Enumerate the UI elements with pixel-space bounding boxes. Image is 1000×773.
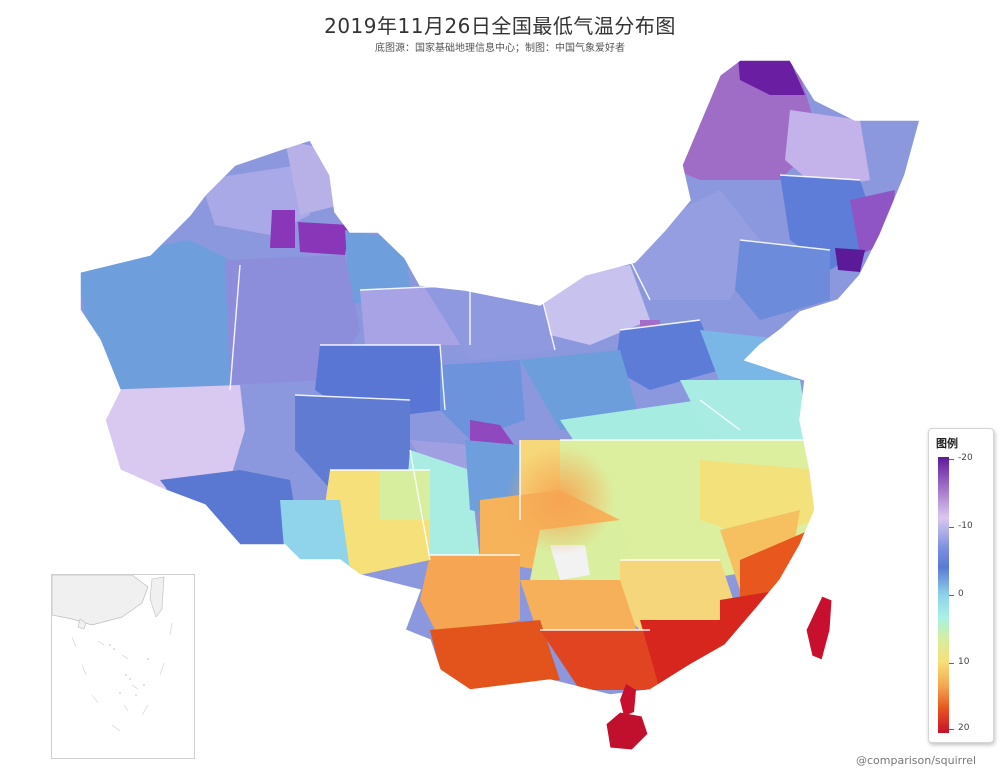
legend-color-bar [938,457,949,733]
legend-tick-0: 0 [949,589,964,599]
legend-tick-10: 10 [948,657,970,667]
province-borders [229,174,861,631]
china-outline [79,59,921,696]
legend-tick-minus-10: -10 [949,521,973,531]
map-title: 2019年11月26日全国最低气温分布图 [324,14,676,38]
temperature-legend: 图例 -20 -10 0 10 20 [928,428,994,743]
map-subtitle: 底图源：国家基础地理信息中心；制图：中国气象爱好者 [375,43,625,54]
credit-text: @comparison/squirrel [856,754,977,767]
legend-tick-20: 20 [948,723,970,733]
south-china-sea-inset [51,574,195,759]
leizhou-peninsula [620,684,636,716]
legend-tick-minus-20: -20 [949,453,973,463]
taiwan-region [805,595,833,661]
south-china-sea-map [51,574,173,732]
hainan-region [605,711,649,751]
legend-title: 图例 [936,437,958,450]
